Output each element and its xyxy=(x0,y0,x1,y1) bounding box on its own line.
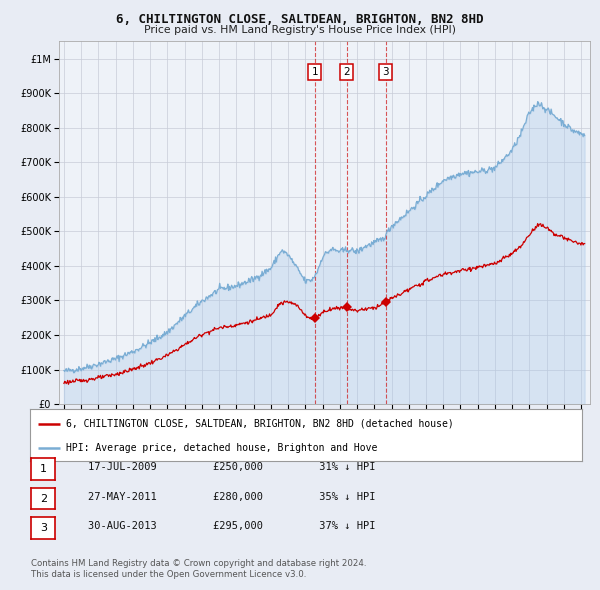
Text: 1: 1 xyxy=(40,464,47,474)
Text: Contains HM Land Registry data © Crown copyright and database right 2024.: Contains HM Land Registry data © Crown c… xyxy=(31,559,367,568)
Text: 6, CHILTINGTON CLOSE, SALTDEAN, BRIGHTON, BN2 8HD (detached house): 6, CHILTINGTON CLOSE, SALTDEAN, BRIGHTON… xyxy=(66,419,454,429)
Text: 3: 3 xyxy=(382,67,389,77)
Text: This data is licensed under the Open Government Licence v3.0.: This data is licensed under the Open Gov… xyxy=(31,571,307,579)
Text: 27-MAY-2011         £280,000         35% ↓ HPI: 27-MAY-2011 £280,000 35% ↓ HPI xyxy=(63,492,376,502)
Text: 2: 2 xyxy=(343,67,350,77)
Text: 6, CHILTINGTON CLOSE, SALTDEAN, BRIGHTON, BN2 8HD: 6, CHILTINGTON CLOSE, SALTDEAN, BRIGHTON… xyxy=(116,13,484,26)
Text: 1: 1 xyxy=(311,67,318,77)
Text: 17-JUL-2009         £250,000         31% ↓ HPI: 17-JUL-2009 £250,000 31% ↓ HPI xyxy=(63,463,376,472)
Text: 2: 2 xyxy=(40,494,47,503)
Text: 30-AUG-2013         £295,000         37% ↓ HPI: 30-AUG-2013 £295,000 37% ↓ HPI xyxy=(63,522,376,531)
Text: 3: 3 xyxy=(40,523,47,533)
Text: Price paid vs. HM Land Registry's House Price Index (HPI): Price paid vs. HM Land Registry's House … xyxy=(144,25,456,35)
Text: HPI: Average price, detached house, Brighton and Hove: HPI: Average price, detached house, Brig… xyxy=(66,444,377,453)
